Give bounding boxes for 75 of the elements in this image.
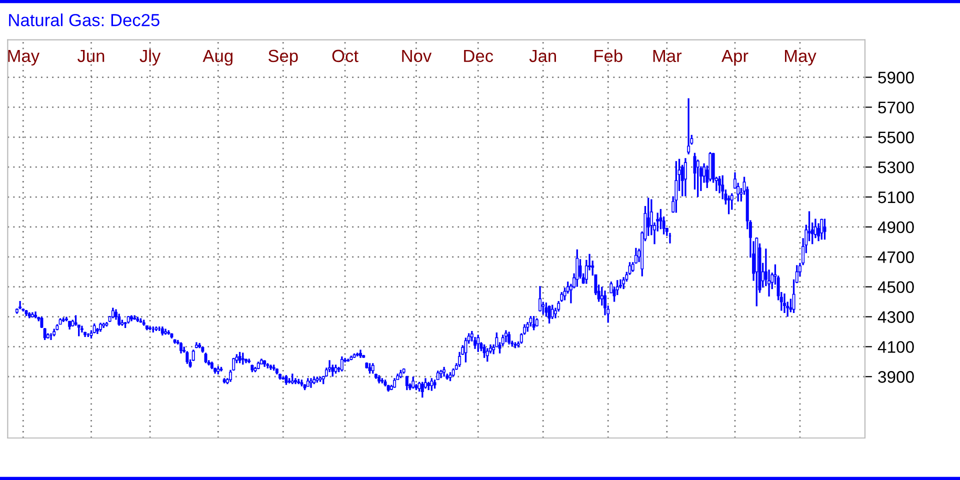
candlestick (111, 306, 114, 320)
candlestick (442, 366, 446, 378)
candlestick (420, 381, 424, 398)
x-tick-label: Jan (529, 50, 556, 62)
candlestick (538, 285, 542, 312)
candlestick (405, 375, 408, 391)
candlestick (40, 316, 44, 329)
y-tick-label: 3900 (878, 371, 914, 383)
candlestick (186, 350, 189, 365)
candlestick (508, 330, 511, 346)
x-tick-label: Oct (332, 50, 358, 62)
candlestick (684, 157, 687, 198)
candlestick (238, 351, 242, 364)
candlestick (290, 372, 294, 385)
x-tick-label: Jun (78, 50, 104, 62)
y-tick-label: 5700 (878, 102, 914, 114)
candlestick (368, 362, 372, 374)
chart-title: Natural Gas: Dec25 (9, 14, 160, 26)
candlestick (80, 324, 84, 334)
x-tick-label: Apr (722, 50, 748, 66)
candlestick (393, 377, 396, 389)
candlestick (241, 352, 244, 366)
candlestick (371, 362, 374, 374)
candlestick (486, 347, 489, 362)
y-tick-label: 5100 (878, 191, 914, 204)
candlestick (74, 314, 78, 327)
x-tick-label: Aug (202, 50, 232, 66)
candlestick (576, 248, 579, 288)
candlestick (179, 341, 182, 354)
candlestick (476, 334, 480, 353)
candlestick (782, 292, 786, 314)
candlestick (204, 352, 208, 364)
candlestick (659, 208, 662, 230)
y-tick-label: 5500 (878, 132, 914, 144)
x-tick-label: Jly (140, 49, 161, 66)
y-tick-label: 4700 (878, 251, 914, 264)
candlestick (482, 344, 486, 359)
x-tick-label: Feb (594, 49, 622, 62)
candlestick (674, 160, 678, 214)
y-tick-label: 4500 (878, 281, 914, 294)
candlestick (118, 312, 121, 327)
y-tick-label: 5300 (878, 161, 914, 174)
candlestick (430, 377, 434, 392)
candlestick (730, 192, 734, 211)
candlestick (340, 356, 344, 372)
x-tick-label: May (784, 50, 816, 66)
candlestick (622, 276, 626, 290)
candlestick (548, 304, 551, 324)
candlestick (412, 376, 415, 390)
candlestick (529, 315, 532, 328)
y-tick-label: 5900 (878, 72, 914, 84)
candlestick (532, 315, 536, 332)
candlestick (721, 174, 724, 200)
x-tick-label: Mar (653, 50, 682, 62)
y-tick-label: 4100 (878, 341, 914, 353)
candlestick (331, 364, 334, 378)
candlestick (309, 377, 312, 389)
candlestick (687, 97, 690, 156)
y-tick-label: 4900 (878, 221, 914, 234)
candlestick (550, 304, 554, 320)
candlestick (284, 374, 288, 386)
candlestick (504, 329, 508, 344)
y-tick-label: 4300 (878, 311, 914, 323)
candlestick (18, 300, 22, 310)
candlestick (823, 218, 826, 241)
candlestick (817, 222, 820, 242)
candlestick (43, 327, 46, 341)
x-tick-label: Sep (268, 50, 298, 66)
x-tick-label: Nov (402, 50, 432, 62)
x-tick-label: Dec (464, 50, 494, 62)
candlestick (820, 218, 824, 241)
x-tick-label: May (8, 50, 40, 66)
candlestick (646, 196, 650, 237)
candlestick (464, 336, 468, 364)
candlestick (328, 359, 332, 373)
